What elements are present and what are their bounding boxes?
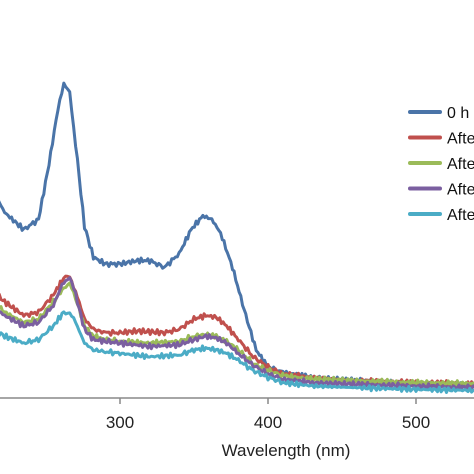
legend: 0 h Afte Afte Afte Afte [408,105,474,224]
series-line-1 [0,81,474,390]
x-axis-title: Wavelength (nm) [222,441,351,460]
x-tick-label-500: 500 [402,413,430,432]
x-tick-label-300: 300 [106,413,134,432]
series-line-3 [0,281,474,388]
legend-label-1: 0 h [447,105,469,122]
legend-label-3: Afte [447,156,474,173]
legend-label-4: Afte [447,182,474,199]
legend-label-2: Afte [447,131,474,148]
series-line-4 [0,276,474,392]
x-tick-label-400: 400 [254,413,282,432]
legend-label-5: Afte [447,207,474,224]
x-axis-ticks: 300 400 500 [106,398,430,432]
series-line-5 [0,310,474,394]
series-lines [0,81,474,394]
